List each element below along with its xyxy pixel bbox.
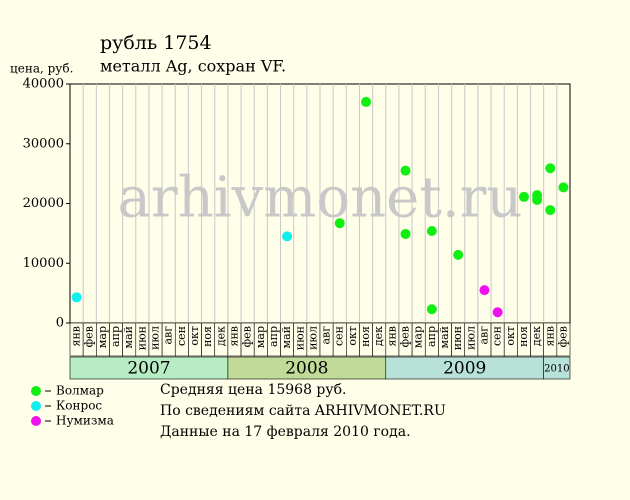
- data-point: [518, 191, 529, 202]
- x-tick-label: фев: [399, 326, 412, 347]
- x-tick-label: янв: [385, 326, 398, 346]
- x-tick-label: апр: [425, 326, 438, 347]
- data-point: [426, 304, 437, 315]
- x-tick-label: фев: [83, 326, 96, 347]
- y-tick-label: 40000: [23, 77, 64, 92]
- x-tick-label: дек: [214, 326, 227, 346]
- x-tick-label: ноя: [517, 326, 530, 347]
- data-point: [400, 165, 411, 176]
- x-tick-label: сен: [333, 326, 346, 346]
- x-tick-label: май: [122, 326, 135, 348]
- x-tick-label: июн: [451, 326, 464, 350]
- year-label: 2009: [443, 359, 486, 379]
- data-point: [71, 292, 82, 303]
- x-tick-label: апр: [267, 326, 280, 347]
- x-tick-label: окт: [188, 326, 201, 346]
- x-tick-label: дек: [530, 326, 543, 346]
- x-tick-label: окт: [346, 326, 359, 346]
- legend-label: Нумизма: [56, 414, 114, 428]
- data-point: [558, 182, 569, 193]
- x-tick-label: июл: [464, 326, 477, 350]
- data-point: [400, 228, 411, 239]
- x-tick-label: июн: [293, 326, 306, 350]
- y-tick-label: 30000: [23, 136, 64, 151]
- x-tick-label: дек: [372, 326, 385, 346]
- x-tick-label: авг: [320, 326, 333, 345]
- x-tick-label: авг: [162, 326, 175, 345]
- x-tick-label: мар: [96, 326, 109, 348]
- year-band: [543, 356, 571, 380]
- x-tick-label: июл: [149, 326, 162, 350]
- y-tick-label: 10000: [23, 256, 64, 271]
- note: Средняя цена 15968 руб.: [160, 382, 347, 398]
- data-point: [532, 194, 543, 205]
- x-tick-label: янв: [70, 326, 83, 346]
- year-label: 2008: [285, 359, 328, 379]
- data-point: [282, 231, 293, 242]
- data-point: [545, 163, 556, 174]
- year-label: 2010: [544, 364, 569, 375]
- x-tick-label: апр: [109, 326, 122, 347]
- x-tick-label: ноя: [359, 326, 372, 347]
- legend-label: Конрос: [56, 399, 102, 413]
- x-tick-label: янв: [543, 326, 556, 346]
- data-point: [361, 96, 372, 107]
- x-tick-label: фев: [556, 326, 569, 347]
- x-tick-label: фев: [241, 326, 254, 347]
- x-tick-label: ноя: [201, 326, 214, 347]
- x-tick-label: мар: [412, 326, 425, 348]
- legend-label: Волмар: [56, 384, 104, 398]
- x-tick-label: июл: [306, 326, 319, 350]
- chart-title: рубль 1754: [100, 32, 212, 54]
- data-point: [479, 285, 490, 296]
- x-tick-label: окт: [504, 326, 517, 346]
- x-tick-label: янв: [227, 326, 240, 346]
- data-point: [426, 225, 437, 236]
- year-label: 2007: [127, 359, 170, 379]
- y-axis-label: цена, руб.: [10, 62, 73, 76]
- x-tick-label: июн: [135, 326, 148, 350]
- data-point: [453, 249, 464, 260]
- x-tick-label: май: [280, 326, 293, 348]
- data-point: [492, 307, 503, 318]
- y-tick-label: 20000: [23, 196, 64, 211]
- legend-marker: [31, 386, 41, 396]
- note: Данные на 17 февраля 2010 года.: [160, 424, 411, 440]
- x-tick-label: авг: [477, 326, 490, 345]
- chart-subtitle: металл Ag, сохран VF.: [100, 57, 286, 76]
- y-tick-label: 0: [56, 316, 64, 331]
- x-tick-label: мар: [254, 326, 267, 348]
- data-point: [334, 218, 345, 229]
- note: По сведениям сайта ARHIVMONET.RU: [160, 403, 446, 419]
- data-point: [545, 205, 556, 216]
- legend-marker: [31, 416, 41, 426]
- legend-marker: [31, 401, 41, 411]
- x-tick-label: сен: [175, 326, 188, 346]
- x-tick-label: май: [438, 326, 451, 348]
- x-tick-label: сен: [491, 326, 504, 346]
- month-cell: [556, 322, 571, 357]
